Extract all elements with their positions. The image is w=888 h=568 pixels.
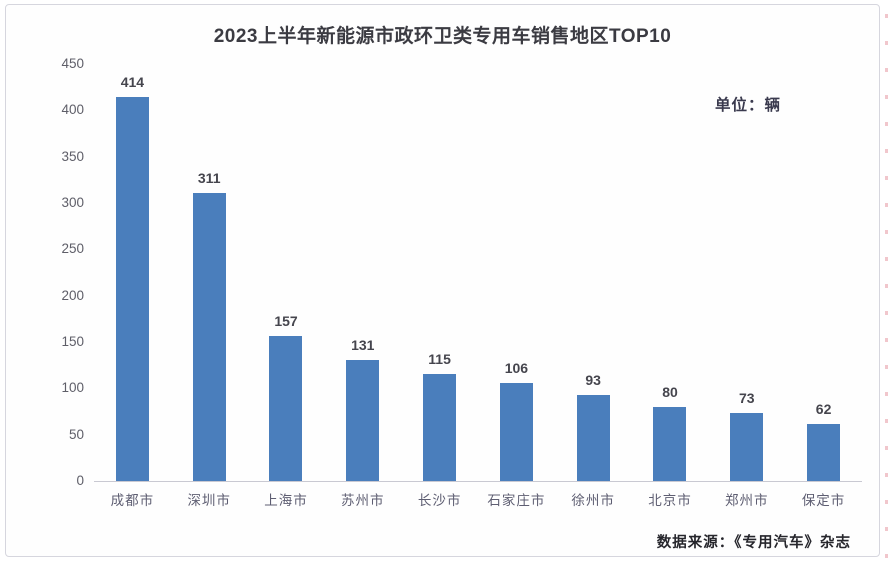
y-tick-label: 0 — [76, 473, 84, 488]
bar — [346, 359, 380, 481]
x-axis-labels: 成都市 深圳市 上海市 苏州市 长沙市 石家庄市 徐州市 北京市 郑州市 保定市 — [94, 489, 862, 509]
x-axis-label: 保定市 — [801, 493, 846, 508]
bar-value-label: 93 — [585, 371, 601, 388]
x-axis-line — [94, 481, 862, 482]
y-tick-label: 200 — [61, 287, 84, 303]
bar-value-label: 414 — [120, 74, 145, 91]
x-axis-label: 成都市 — [110, 493, 155, 508]
y-tick-label: 50 — [68, 426, 84, 442]
bar-group: 115 — [401, 351, 478, 481]
bar-value-label: 80 — [662, 383, 678, 400]
y-tick-label: 300 — [61, 195, 84, 210]
y-tick-label: 250 — [61, 241, 84, 257]
plot-area: 414 311 157 131 115 106 93 80 73 62 — [94, 64, 862, 481]
x-axis-label: 北京市 — [648, 493, 692, 508]
bar — [576, 394, 610, 481]
x-axis-label: 苏州市 — [341, 493, 385, 508]
bar-value-label: 62 — [815, 400, 832, 417]
y-axis: 450 400 350 300 250 200 150 100 50 0 — [44, 56, 84, 488]
bar — [730, 413, 764, 481]
y-tick-label: 100 — [61, 380, 84, 396]
bar-group: 131 — [324, 337, 401, 481]
x-axis-label: 郑州市 — [725, 493, 769, 508]
bar — [499, 382, 533, 481]
bar-group: 157 — [248, 313, 325, 481]
bar-group: 93 — [555, 372, 632, 481]
data-source: 数据来源：《专用汽车》杂志 — [656, 535, 851, 551]
x-axis-label: 上海市 — [264, 493, 308, 508]
bars-container: 414 311 157 131 115 106 93 80 73 62 — [94, 64, 862, 481]
chart-title: 2023上半年新能源市政环卫类专用车销售地区TOP10 — [213, 26, 672, 47]
bar-value-label: 115 — [428, 351, 451, 368]
scan-artifact-marks — [885, 14, 888, 559]
y-tick-label: 350 — [61, 148, 84, 164]
y-tick-label: 150 — [61, 334, 84, 349]
bar — [269, 335, 303, 481]
bar-value-label: 157 — [274, 312, 298, 329]
bar-group: 106 — [478, 360, 555, 481]
x-axis-label: 深圳市 — [187, 493, 231, 508]
bar-group: 62 — [785, 401, 862, 481]
bar-group: 414 — [94, 74, 171, 481]
chart-frame: 2023上半年新能源市政环卫类专用车销售地区TOP10 单位：辆 450 400 3… — [5, 4, 880, 557]
bar-value-label: 106 — [504, 359, 529, 376]
y-tick-label: 450 — [61, 56, 84, 71]
bar-group: 73 — [708, 390, 785, 481]
bar — [192, 192, 226, 481]
bar — [653, 406, 687, 481]
bar-group: 311 — [171, 170, 248, 481]
y-tick-label: 400 — [61, 102, 84, 118]
bar-value-label: 73 — [738, 390, 755, 407]
bar — [807, 423, 841, 481]
unit-label: 单位：辆 — [714, 97, 781, 114]
x-axis-label: 石家庄市 — [487, 493, 546, 508]
bar — [115, 97, 149, 481]
x-axis-label: 徐州市 — [571, 493, 615, 508]
x-axis-label: 长沙市 — [417, 493, 462, 508]
bar-value-label: 131 — [351, 336, 375, 353]
bar-value-label: 311 — [197, 169, 221, 186]
bar — [423, 374, 457, 481]
bar-group: 80 — [632, 384, 709, 481]
